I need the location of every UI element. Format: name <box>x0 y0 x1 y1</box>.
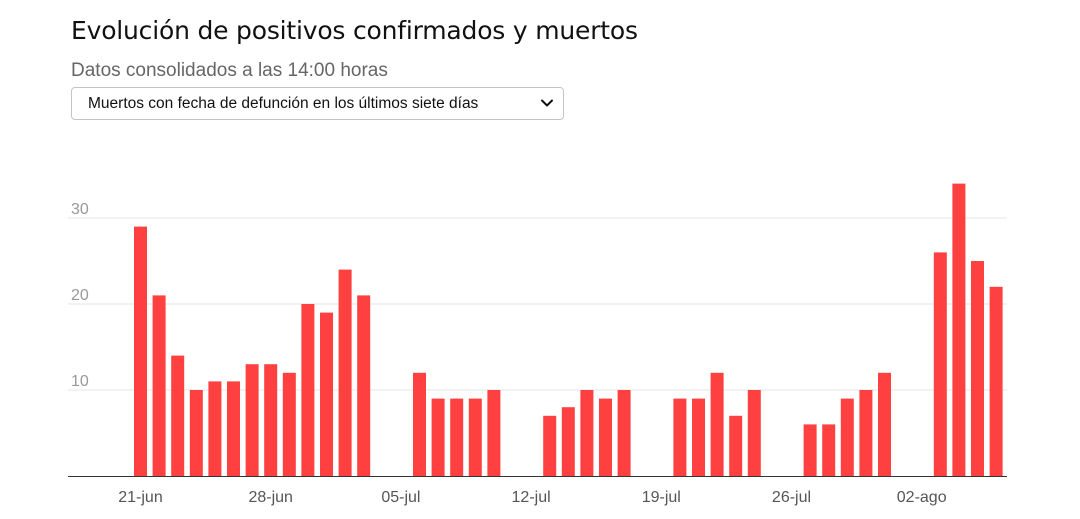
bar <box>227 381 240 476</box>
bar <box>134 226 147 476</box>
bar <box>450 398 464 476</box>
bar <box>878 372 891 476</box>
y-tick-label: 10 <box>71 373 89 390</box>
chevron-down-icon <box>541 99 553 107</box>
bar <box>933 252 947 476</box>
y-tick-label: 20 <box>71 287 89 304</box>
bar <box>803 424 817 476</box>
series-selector-value: Muertos con fecha de defunción en los úl… <box>88 95 479 112</box>
x-tick-label: 26-jul <box>772 489 811 506</box>
x-tick-label: 28-jun <box>248 489 292 506</box>
bar <box>282 372 296 476</box>
bar <box>152 295 166 476</box>
bar <box>599 398 612 476</box>
x-tick-label: 05-jul <box>381 489 420 506</box>
bar <box>971 261 984 476</box>
y-tick-label: 30 <box>71 201 89 218</box>
bar <box>673 398 687 476</box>
bar <box>487 390 501 476</box>
bar <box>580 390 594 476</box>
bar <box>338 269 352 476</box>
series-selector-dropdown[interactable]: Muertos con fecha de defunción en los úl… <box>71 87 564 120</box>
bar <box>617 390 631 476</box>
bar <box>320 312 333 476</box>
bar <box>468 398 482 476</box>
chart-subtitle: Datos consolidados a las 14:00 horas <box>71 60 388 81</box>
x-tick-label: 02-ago <box>897 489 947 506</box>
bar <box>357 295 371 476</box>
bar <box>747 390 761 476</box>
bar <box>543 415 557 476</box>
bar <box>840 398 854 476</box>
bar <box>245 364 259 476</box>
bar <box>989 286 1003 476</box>
bar <box>822 424 836 476</box>
bar <box>952 183 966 476</box>
bar <box>561 407 575 476</box>
x-tick-label: 19-jul <box>642 489 681 506</box>
bar <box>301 304 315 476</box>
bar <box>264 364 278 476</box>
bar <box>729 415 743 476</box>
bar <box>171 355 185 476</box>
bar <box>208 381 222 476</box>
x-tick-label: 12-jul <box>512 489 551 506</box>
bar <box>431 398 445 476</box>
bar <box>692 398 705 476</box>
x-tick-label: 21-jun <box>118 489 162 506</box>
bar <box>189 390 203 476</box>
bar <box>859 390 873 476</box>
chart-title: Evolución de positivos confirmados y mue… <box>71 16 638 45</box>
bar <box>413 372 426 476</box>
bar <box>710 372 724 476</box>
